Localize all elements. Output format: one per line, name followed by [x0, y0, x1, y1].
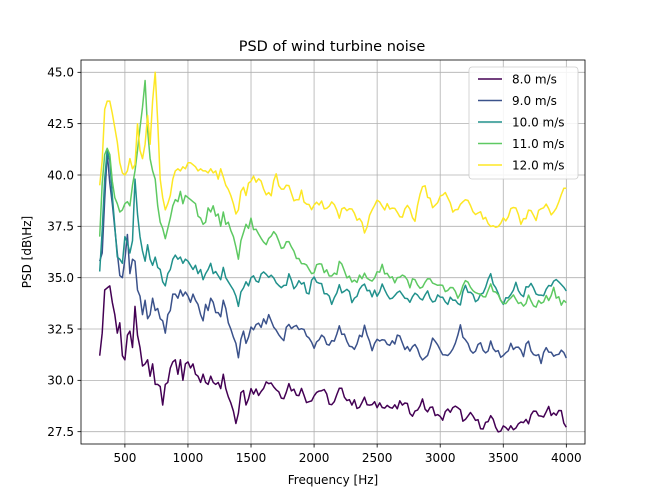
legend-label: 8.0 m/s [512, 72, 557, 86]
series-line-9-0-m-s [98, 151, 567, 365]
x-tick-label: 500 [113, 451, 136, 465]
x-axis-label: Frequency [Hz] [288, 473, 379, 487]
series-line-10-0-m-s [98, 149, 567, 308]
legend-label: 12.0 m/s [512, 158, 565, 172]
y-tick-label: 37.5 [47, 220, 74, 234]
x-tick-label: 4000 [551, 451, 582, 465]
axis-ticks: 500 1000 1500 2000 2500 3000 3500 4000 27.5 30.0 3… [47, 66, 581, 465]
legend-label: 11.0 m/s [512, 137, 565, 151]
series-line-11-0-m-s [98, 79, 567, 308]
legend-label: 10.0 m/s [512, 115, 565, 129]
y-tick-label: 30.0 [47, 374, 74, 388]
legend: 8.0 m/s 9.0 m/s 10.0 m/s 11.0 m/s 12.0 m/s [468, 66, 579, 180]
y-tick-label: 35.0 [47, 271, 74, 285]
y-tick-label: 40.0 [47, 168, 74, 182]
y-tick-label: 42.5 [47, 117, 74, 131]
x-tick-label: 3000 [425, 451, 456, 465]
legend-label: 9.0 m/s [512, 94, 557, 108]
x-tick-label: 3500 [488, 451, 519, 465]
y-tick-label: 45.0 [47, 66, 74, 80]
legend-box [468, 66, 579, 180]
chart-title: PSD of wind turbine noise [239, 39, 426, 55]
x-tick-label: 1000 [173, 451, 204, 465]
x-tick-label: 2500 [362, 451, 393, 465]
axes-frame [80, 59, 586, 445]
x-tick-label: 2000 [299, 451, 330, 465]
x-tick-label: 1500 [236, 451, 267, 465]
y-tick-label: 32.5 [47, 322, 74, 336]
series-line-12-0-m-s [98, 71, 567, 234]
series-lines [98, 71, 567, 433]
series-line-8-0-m-s [98, 285, 567, 433]
y-tick-label: 27.5 [47, 425, 74, 439]
y-axis-label: PSD [dB\Hz] [20, 216, 34, 289]
